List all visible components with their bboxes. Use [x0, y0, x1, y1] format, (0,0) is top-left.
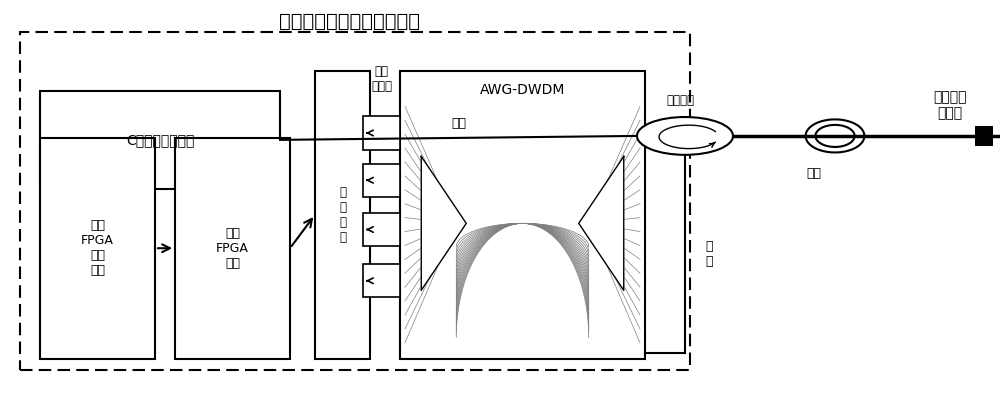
Bar [363, 264, 400, 297]
Bar [975, 126, 993, 146]
Text: 光纤法珀
传感器: 光纤法珀 传感器 [933, 90, 967, 120]
Text: 光纤: 光纤 [451, 117, 466, 130]
Text: 高速
FPGA
采集: 高速 FPGA 采集 [216, 227, 249, 270]
Bar [175, 138, 290, 359]
Bar [40, 138, 155, 359]
Text: C波段宽光谱光源: C波段宽光谱光源 [126, 133, 194, 147]
Polygon shape [579, 156, 624, 290]
Bar [363, 116, 400, 150]
Text: AWG-DWDM: AWG-DWDM [480, 83, 565, 97]
Bar [40, 91, 280, 189]
Polygon shape [421, 156, 466, 290]
Text: 放
大
调
理: 放 大 调 理 [339, 186, 346, 244]
Text: 高速
FPGA
计算
处理: 高速 FPGA 计算 处理 [81, 219, 114, 277]
Bar [400, 71, 645, 359]
Text: 光环形器: 光环形器 [666, 94, 694, 107]
Bar [363, 213, 400, 246]
Bar [315, 71, 370, 359]
Text: 光电
探测器: 光电 探测器 [371, 65, 392, 93]
Bar [363, 164, 400, 197]
Text: 少光谱采样点高速测量系统: 少光谱采样点高速测量系统 [280, 12, 420, 31]
Text: 光
纤: 光 纤 [705, 240, 713, 268]
Circle shape [637, 117, 733, 155]
Text: 光纤: 光纤 [806, 167, 822, 180]
Bar [20, 32, 690, 370]
